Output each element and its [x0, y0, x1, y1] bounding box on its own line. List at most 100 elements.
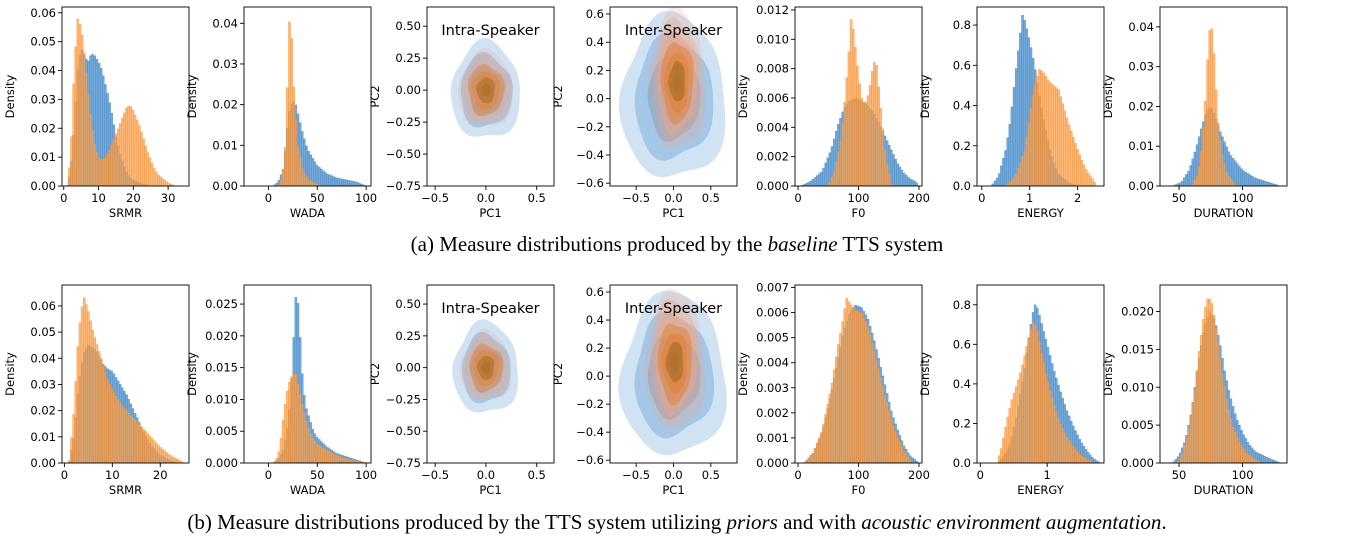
- histogram-bar-orange: [1008, 408, 1012, 463]
- histogram-bar-orange: [309, 432, 312, 463]
- histogram-bar-blue: [1259, 179, 1262, 186]
- histogram-bar-orange: [127, 412, 130, 463]
- histogram-bar-orange: [305, 175, 308, 186]
- histogram-bar-orange: [839, 140, 842, 186]
- y-tick-label: −0.50: [386, 424, 421, 438]
- histogram-bar-orange: [1206, 298, 1209, 463]
- histogram-bar-orange: [95, 344, 99, 463]
- x-tick-label: 10: [91, 191, 106, 205]
- x-axis-label: WADA: [290, 206, 325, 220]
- histogram-bar-blue: [993, 180, 997, 186]
- histogram-bar-orange: [305, 420, 308, 463]
- histogram-bar-blue: [1259, 454, 1262, 463]
- histogram-bar-orange: [1034, 82, 1037, 186]
- histogram-bar-blue: [907, 176, 910, 186]
- histogram-bar-blue: [1261, 455, 1264, 463]
- histogram-bar-orange: [70, 437, 73, 463]
- histogram-bar-orange: [129, 106, 133, 186]
- histogram-bar-orange: [1061, 427, 1064, 463]
- histogram-bar-blue: [816, 175, 819, 186]
- histogram-bar-blue: [351, 181, 355, 186]
- y-axis-label: Density: [3, 352, 17, 396]
- histogram-bar-blue: [904, 174, 908, 186]
- histogram-bar-orange: [898, 441, 901, 463]
- histogram-bar-orange: [159, 447, 162, 463]
- plot-area: [801, 19, 921, 186]
- histogram-bar-orange: [1006, 416, 1009, 463]
- y-tick-label: 0.8: [953, 18, 971, 32]
- histogram-bar-blue: [913, 459, 916, 463]
- histogram-bar-orange: [78, 24, 82, 186]
- histogram-bar-orange: [1025, 345, 1028, 463]
- panel-a-wada: 0 50 100 0.00 0.01 0.02 0.03 0.04 WADA Density: [185, 6, 377, 220]
- histogram-bar-orange: [1065, 117, 1069, 186]
- histogram-bar-orange: [1086, 459, 1090, 463]
- histogram-bar-orange: [902, 450, 906, 463]
- histogram-bar-orange: [332, 453, 336, 463]
- histogram-bar-orange: [1206, 59, 1209, 186]
- histogram-bar-orange: [1221, 373, 1224, 463]
- histogram-bar-orange: [854, 309, 857, 463]
- histogram-bar-blue: [1255, 178, 1258, 186]
- histogram-bar-blue: [911, 179, 914, 186]
- histogram-bar-orange: [1036, 330, 1039, 463]
- histogram-bar-orange: [864, 101, 868, 186]
- histogram-bar-orange: [824, 413, 827, 463]
- histogram-bar-blue: [322, 170, 325, 186]
- y-tick-label: 0.03: [30, 92, 56, 106]
- y-tick-label: 0.03: [212, 57, 238, 71]
- histogram-bar-blue: [1240, 168, 1243, 186]
- histogram-bar-orange: [144, 145, 147, 186]
- histogram-bar-orange: [281, 168, 285, 186]
- histogram-bar-orange: [1195, 175, 1199, 186]
- histogram-bar-orange: [862, 103, 866, 186]
- histogram-bar-orange: [1193, 388, 1197, 463]
- y-tick-label: 0.00: [212, 179, 238, 193]
- histogram-bar-orange: [286, 87, 289, 186]
- x-tick-label: 30: [161, 191, 176, 205]
- histogram-bar-blue: [1008, 124, 1012, 186]
- histogram-bar-blue: [311, 158, 315, 186]
- y-tick-label: 0.25: [395, 329, 421, 343]
- histogram-bar-orange: [336, 455, 340, 463]
- histogram-bar-blue: [892, 154, 895, 186]
- histogram-bar-orange: [1002, 438, 1005, 463]
- histogram-bar-orange: [1044, 76, 1047, 186]
- y-tick-label: 0.6: [953, 58, 971, 72]
- panel-b-f0: 0 100 200 0.000 0.001 0.002 0.003 0.004 0.005 0.0…: [736, 281, 930, 497]
- histogram-bar-orange: [286, 391, 289, 463]
- histogram-bar-orange: [845, 298, 849, 463]
- histogram-bar-orange: [133, 419, 137, 463]
- histogram-bar-orange: [275, 458, 279, 463]
- panel-a-energy: 0 1 2 0.0 0.2 0.4 0.6 0.8 ENERGY Density: [918, 6, 1105, 220]
- histogram-bar-orange: [83, 52, 86, 186]
- kde-contour-orange: [670, 351, 680, 372]
- histogram-bar-orange: [1200, 335, 1203, 463]
- histogram-bar-orange: [841, 321, 844, 463]
- histogram-bar-orange: [281, 419, 285, 463]
- x-tick-label: 0.0: [664, 191, 682, 205]
- histogram-bar-orange: [843, 101, 846, 186]
- histogram-bar-orange: [78, 322, 82, 463]
- histogram-bar-orange: [1217, 122, 1220, 186]
- histogram-bar-orange: [885, 402, 889, 463]
- histogram-bar-orange: [296, 146, 300, 186]
- y-tick-label: 0.8: [953, 298, 971, 312]
- histogram-bar-orange: [1069, 130, 1073, 186]
- histogram-bar-orange: [1017, 379, 1020, 463]
- histogram-bar-orange: [119, 123, 122, 186]
- x-axis-label: DURATION: [1194, 483, 1254, 497]
- y-tick-label: 0.00: [30, 456, 56, 470]
- histogram-bar-orange: [830, 382, 834, 463]
- histogram-bar-orange: [822, 423, 825, 463]
- histogram-bar-orange: [877, 368, 880, 463]
- x-tick-label: 50: [310, 468, 325, 482]
- histogram-bar-orange: [1012, 177, 1016, 186]
- histogram-bar-orange: [1059, 96, 1062, 186]
- plot-area: [991, 15, 1098, 186]
- histogram-bar-orange: [349, 459, 353, 463]
- histogram-bar-orange: [1080, 160, 1083, 186]
- y-tick-label: 0.000: [756, 456, 789, 470]
- histogram-bar-orange: [856, 66, 859, 186]
- y-tick-label: −0.2: [576, 397, 604, 411]
